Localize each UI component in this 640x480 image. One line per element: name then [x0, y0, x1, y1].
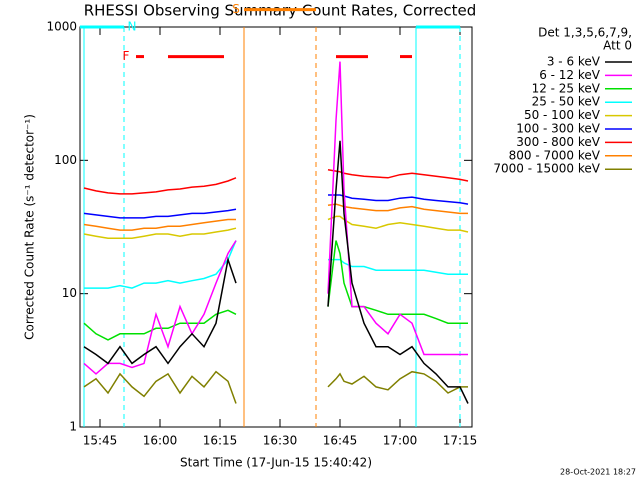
legend-label: 800 - 7000 keV: [509, 148, 601, 162]
legend-label: 7000 - 15000 keV: [493, 162, 600, 176]
legend-header: Att 0: [603, 39, 632, 53]
x-tick-label: 16:45: [323, 434, 358, 448]
legend-label: 12 - 25 keV: [532, 81, 601, 95]
y-tick-label: 100: [54, 153, 77, 167]
flag-label: S: [232, 2, 240, 16]
series-line: [83, 61, 468, 375]
series-line: [83, 370, 468, 404]
legend-label: 6 - 12 keV: [539, 68, 601, 82]
legend-label: 3 - 6 keV: [547, 55, 601, 69]
series-line: [83, 203, 468, 231]
flag-label: F: [123, 49, 130, 63]
plot-frame: [79, 26, 473, 428]
x-tick-label: 17:15: [443, 434, 478, 448]
x-axis-label: Start Time (17-Jun-15 15:40:42): [180, 456, 372, 470]
x-tick-label: 16:00: [143, 434, 178, 448]
legend-header: Det 1,3,5,6,7,9,: [538, 26, 632, 40]
legend-label: 300 - 800 keV: [516, 135, 600, 149]
y-tick-label: 10: [62, 286, 77, 300]
y-axis-label: Corrected Count Rate (s⁻¹ detector⁻¹): [23, 114, 37, 340]
y-tick-label: 1000: [46, 20, 77, 34]
y-tick-label: 1: [69, 420, 77, 434]
x-tick-label: 16:30: [263, 434, 298, 448]
series-line: [83, 215, 469, 240]
x-tick-label: 17:00: [383, 434, 418, 448]
footer: 28-Oct-2021 18:27: [560, 468, 636, 477]
x-tick-label: 15:45: [83, 434, 118, 448]
series-line: [83, 194, 469, 219]
legend-label: 50 - 100 keV: [524, 108, 601, 122]
series-line: [83, 140, 469, 404]
legend-label: 25 - 50 keV: [532, 95, 601, 109]
flag-label: N: [128, 20, 137, 34]
x-tick-label: 16:15: [203, 434, 238, 448]
series-line: [83, 240, 468, 341]
legend-label: 100 - 300 keV: [516, 122, 600, 136]
